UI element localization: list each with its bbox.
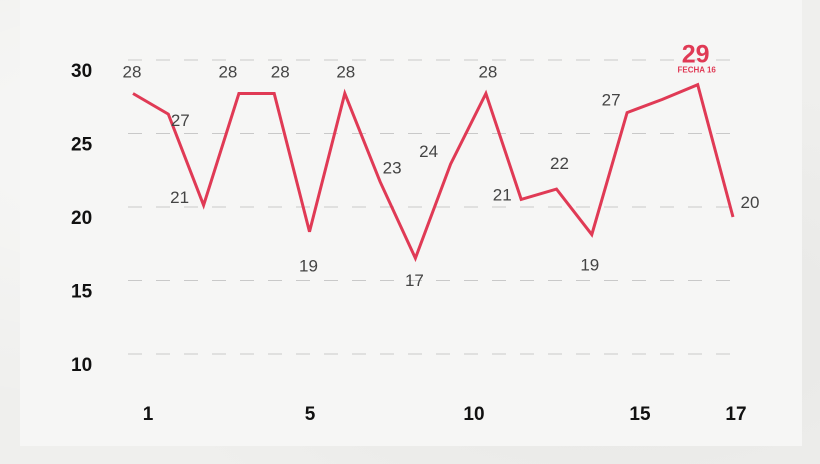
chart-panel (20, 0, 802, 446)
series-line-group (132, 82, 735, 263)
data-label-5: 28 (271, 63, 290, 82)
data-label-2: 27 (171, 111, 190, 130)
x-tick-label-5: 5 (305, 404, 316, 425)
data-label-8: 23 (383, 159, 402, 178)
data-label-12: 21 (493, 185, 512, 204)
data-label-3: 21 (170, 188, 189, 207)
series-line (132, 82, 735, 263)
highlight-value: 29 (682, 41, 710, 69)
gridlines (128, 59, 733, 355)
y-axis: 30 25 20 15 10 (71, 61, 93, 376)
y-tick-label-30: 30 (71, 61, 92, 82)
x-tick-label-1: 1 (143, 404, 154, 425)
x-axis: 1 5 10 15 17 (143, 404, 747, 425)
data-label-6: 19 (299, 257, 318, 276)
data-label-13: 22 (550, 154, 569, 173)
x-tick-label-17: 17 (725, 404, 746, 425)
y-tick-label-20: 20 (71, 208, 92, 229)
data-label-4: 28 (218, 63, 237, 82)
data-label-9: 17 (405, 271, 424, 290)
data-label-18: 20 (741, 193, 760, 212)
highlight-note: FECHA 16 (678, 66, 717, 75)
x-tick-label-10: 10 (463, 404, 484, 425)
y-tick-label-25: 25 (71, 135, 93, 156)
y-tick-label-15: 15 (71, 282, 93, 303)
y-tick-label-10: 10 (71, 355, 92, 376)
data-label-15: 27 (602, 91, 621, 110)
data-labels: 28 27 21 28 28 19 28 23 17 24 28 21 22 19 27 20 (123, 63, 760, 291)
data-label-1: 28 (123, 63, 142, 82)
data-label-14: 19 (580, 256, 599, 275)
data-label-11: 28 (478, 63, 497, 82)
x-tick-label-15: 15 (629, 404, 651, 425)
data-label-7: 28 (336, 63, 355, 82)
data-label-10: 24 (419, 142, 438, 161)
